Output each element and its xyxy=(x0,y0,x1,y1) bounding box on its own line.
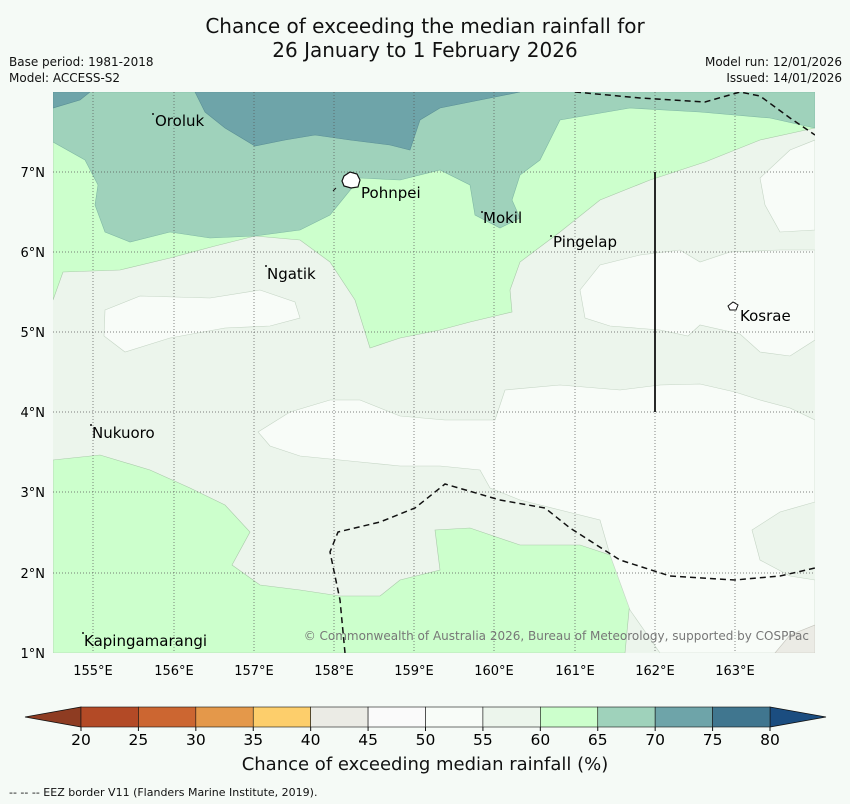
model-name: Model: ACCESS-S2 xyxy=(9,71,121,85)
eez-border xyxy=(329,92,815,653)
kosrae-island-icon xyxy=(727,301,739,311)
colorbar-tick-label: 50 xyxy=(416,731,436,749)
lat-tick-label: 6°N xyxy=(21,246,46,261)
place-label-ngatik: Ngatik xyxy=(267,265,316,283)
lon-tick-label: 155°E xyxy=(73,664,113,679)
model-run-date: Model run: 12/01/2026 xyxy=(704,55,842,69)
colorbar-tick-label: 80 xyxy=(760,731,780,749)
issued-date: Issued: 14/01/2026 xyxy=(726,71,842,85)
colorbar-tick-label: 20 xyxy=(71,731,91,749)
colorbar-title: Chance of exceeding median rainfall (%) xyxy=(241,754,609,775)
region-50-55-northeast xyxy=(759,139,815,233)
longitude-axis: 155°E 156°E 157°E 158°E 159°E 160°E 161°… xyxy=(73,664,755,679)
lon-tick-label: 158°E xyxy=(314,664,354,679)
latitude-axis: 7°N 6°N 5°N 4°N 3°N 2°N 1°N xyxy=(21,166,46,662)
lat-tick-label: 5°N xyxy=(21,326,46,341)
colorbar-swatch xyxy=(425,706,484,728)
region-40-45 xyxy=(774,624,815,653)
lat-tick-label: 7°N xyxy=(21,166,46,181)
colorbar-tick-label: 35 xyxy=(243,731,263,749)
colorbar-swatch xyxy=(310,706,369,728)
region-70-75-edge xyxy=(53,92,91,109)
lon-tick-label: 160°E xyxy=(474,664,514,679)
place-label-oroluk: Oroluk xyxy=(155,112,204,130)
base-period: Base period: 1981-2018 xyxy=(9,55,154,69)
copyright-notice: © Commonwealth of Australia 2026, Bureau… xyxy=(304,629,809,643)
place-label-nukuoro: Nukuoro xyxy=(92,424,155,442)
colorbar-tick-label: 70 xyxy=(645,731,665,749)
colorbar-over-arrow xyxy=(769,706,827,728)
mokil-atoll-icon xyxy=(481,211,483,213)
lon-tick-label: 159°E xyxy=(394,664,434,679)
colorbar-swatch xyxy=(540,706,599,728)
title-line-2: 26 January to 1 February 2026 xyxy=(272,38,578,62)
eez-legend-footnote: -- -- -- EEZ border V11 (Flanders Marine… xyxy=(9,786,318,799)
place-label-mokil: Mokil xyxy=(483,209,522,227)
pohnpei-island-icon xyxy=(341,171,361,189)
place-label-kosrae: Kosrae xyxy=(740,307,791,325)
region-50-55-center xyxy=(257,383,815,653)
lat-tick-label: 4°N xyxy=(21,406,46,421)
lon-tick-label: 163°E xyxy=(715,664,755,679)
kapingamarangi-atoll-icon xyxy=(82,632,84,634)
pingelap-atoll-icon xyxy=(550,235,552,237)
nukuoro-atoll-icon xyxy=(90,424,92,426)
map-plot-area: Oroluk Pohnpei Mokil Pingelap Ngatik Kos… xyxy=(53,92,815,653)
colorbar-swatch xyxy=(654,706,713,728)
lat-tick-label: 1°N xyxy=(21,647,46,662)
place-label-kapingamarangi: Kapingamarangi xyxy=(84,632,207,650)
ngatik-atoll-icon xyxy=(265,265,267,267)
colorbar-under-arrow xyxy=(24,706,82,728)
title-line-1: Chance of exceeding the median rainfall … xyxy=(205,14,645,38)
colorbar-swatch xyxy=(367,706,426,728)
lon-tick-label: 156°E xyxy=(154,664,194,679)
colorbar-swatch xyxy=(252,706,311,728)
colorbar-tick-label: 75 xyxy=(703,731,723,749)
colorbar-tick-label: 30 xyxy=(186,731,206,749)
lat-tick-label: 2°N xyxy=(21,567,46,582)
colorbar: 20 25 30 35 40 45 50 55 60 65 70 75 80 xyxy=(24,706,827,749)
lon-tick-label: 157°E xyxy=(234,664,274,679)
region-50-55-east xyxy=(579,249,815,357)
colorbar-swatch xyxy=(597,706,656,728)
colorbar-swatch xyxy=(712,706,771,728)
colorbar-swatch xyxy=(195,706,254,728)
region-70-75 xyxy=(194,92,521,151)
colorbar-tick-label: 25 xyxy=(129,731,149,749)
colorbar-tick-label: 60 xyxy=(530,731,550,749)
colorbar-swatch xyxy=(80,706,139,728)
place-label-pohnpei: Pohnpei xyxy=(361,184,421,202)
colorbar-tick-label: 40 xyxy=(301,731,321,749)
lon-tick-label: 162°E xyxy=(635,664,675,679)
colorbar-swatch xyxy=(482,706,541,728)
oroluk-atoll-icon xyxy=(152,113,154,115)
place-label-pingelap: Pingelap xyxy=(553,233,617,251)
colorbar-tick-label: 55 xyxy=(473,731,493,749)
colorbar-swatch xyxy=(138,706,197,728)
colorbar-tick-label: 65 xyxy=(588,731,608,749)
island-mark xyxy=(332,187,337,192)
colorbar-tick-label: 45 xyxy=(358,731,378,749)
lon-tick-label: 161°E xyxy=(555,664,595,679)
lat-tick-label: 3°N xyxy=(21,486,46,501)
region-50-55-west xyxy=(103,289,301,353)
